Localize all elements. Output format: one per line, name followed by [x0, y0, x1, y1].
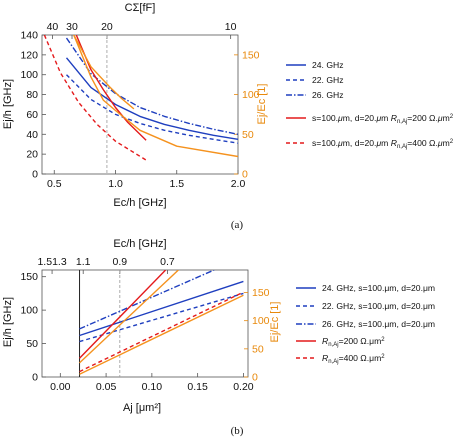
panel-b-series-line: [79, 294, 244, 375]
panel-b-series-line: [79, 292, 244, 343]
panel-b-x-tick-label: 0.05: [96, 381, 117, 393]
legend-a-label: s=100.μm, d=20.μm Rn,Aj=400 Ω.μm2: [312, 138, 454, 150]
panel-a-x2-tick-label: 40: [47, 21, 59, 33]
panel-b-x2-tick-label: 1.1: [76, 256, 91, 268]
panel-a-y2-axis-label: Ej/Ec [1]: [256, 84, 268, 125]
legend-a-item-r200: s=100.μm, d=20.μm Rn,Aj=200 Ω.μm2: [286, 113, 454, 125]
legend-b-item-22ghz: 22. GHz, s=100.μm, d=20.μm: [296, 301, 435, 311]
panel-b-y-axis-label: Ej/h [GHz]: [2, 297, 14, 347]
panel-a-y2-tick-label: 100: [242, 89, 260, 101]
panel-b-x-tick-label: 0.00: [50, 381, 71, 393]
panel-a: 0.5 1.0 1.5 2.040 30 20 1002040608010012014005…: [2, 2, 454, 231]
panel-a-legend: 24. GHz 22. GHz 26. GHz s=100.μm, d=20.μ…: [286, 60, 454, 150]
panel-a-series-line: [73, 35, 238, 158]
panel-a-y-tick-label: 120: [20, 49, 38, 61]
panel-a-y2-tick-label: 150: [242, 49, 260, 61]
panel-b-x-axis-label: Aj [μm²]: [123, 402, 161, 414]
legend-b-label: Rn,Aj=400 Ω.μm2: [322, 353, 385, 365]
panel-a-series-line: [43, 35, 147, 161]
panel-a-x2-tick-label: 10: [225, 21, 237, 33]
panel-b-y2-axis-label: Ej/Ec [1]: [269, 302, 281, 343]
panel-a-y-tick-label: 140: [20, 30, 38, 42]
legend-a-item-22ghz: 22. GHz: [286, 75, 344, 85]
legend-b-label: 26. GHz, s=100.μm, d=20.μm: [322, 319, 435, 329]
panel-b-ticks: 0.00 0.05 0.10 0.15 0.20 1.51.3 1.1 0.9 0.7 0 50 10…: [20, 256, 269, 393]
legend-b-item-r200: Rn,Aj=200 Ω.μm2: [296, 336, 385, 348]
panel-a-series-line: [73, 35, 135, 110]
legend-a-label: s=100.μm, d=20.μm Rn,Aj=200 Ω.μm2: [312, 113, 454, 125]
panel-b-x2-tick-label: 0.7: [160, 256, 175, 268]
panel-a-series: [43, 35, 238, 174]
legend-a-item-24ghz: 24. GHz: [286, 60, 344, 70]
panel-a-ticks: 0.5 1.0 1.5 2.040 30 20 1002040608010012014005…: [20, 21, 259, 190]
panel-b-x2-tick-label: 0.9: [113, 256, 128, 268]
panel-b-y-tick-label: 150: [20, 271, 38, 283]
panel-b-y-tick-label: 0: [32, 372, 38, 384]
panel-b-caption: (b): [231, 425, 244, 437]
panel-b-plot-frame: [41, 269, 249, 378]
panel-a-y-tick-label: 80: [26, 89, 38, 101]
panel-a-x-tick-label: 1.0: [108, 178, 123, 190]
panel-a-x-axis-label: Ec/h [GHz]: [113, 197, 166, 209]
legend-b-item-26ghz: 26. GHz, s=100.μm, d=20.μm: [296, 319, 435, 329]
legend-a-item-26ghz: 26. GHz: [286, 90, 344, 100]
panel-b-series-line: [79, 280, 244, 337]
panel-a-top-axis-label: CΣ[fF]: [125, 2, 156, 14]
panel-a-y-tick-label: 0: [32, 169, 38, 181]
legend-b-label: 22. GHz, s=100.μm, d=20.μm: [322, 301, 435, 311]
panel-b-x-tick-label: 0.15: [187, 381, 208, 393]
legend-b-item-24ghz: 24. GHz, s=100.μm, d=20.μm: [296, 283, 435, 293]
legend-a-label: 26. GHz: [312, 90, 344, 100]
legend-a-item-r400: s=100.μm, d=20.μm Rn,Aj=400 Ω.μm2: [286, 138, 454, 150]
panel-b-y2-tick-label: 100: [252, 315, 270, 327]
panel-a-series-line: [75, 35, 147, 141]
panel-a-x2-tick-label: 20: [101, 21, 113, 33]
panel-b-y-tick-label: 50: [26, 338, 38, 350]
legend-b-label: Rn,Aj=200 Ω.μm2: [322, 336, 385, 348]
panel-a-y-tick-label: 100: [20, 69, 38, 81]
panel-b-y2-tick-label: 50: [252, 343, 264, 355]
panel-a-series-line: [65, 57, 238, 140]
panel-b-top-axis-label: Ec/h [GHz]: [113, 238, 166, 250]
panel-a-y2-tick-label: 50: [242, 129, 254, 141]
panel-b-legend: 24. GHz, s=100.μm, d=20.μm 22. GHz, s=10…: [296, 283, 435, 365]
panel-b-x-tick-label: 0.20: [233, 381, 254, 393]
panel-a-x2-tick-label: 30: [66, 21, 78, 33]
panel-b-x-tick-label: 0.10: [142, 381, 163, 393]
panel-a-series-line: [66, 74, 238, 144]
panel-a-x-tick-label: 0.5: [47, 178, 62, 190]
legend-a-label: 22. GHz: [312, 75, 344, 85]
panel-b-y2-tick-label: 150: [252, 287, 270, 299]
panel-b-series-line: [79, 270, 179, 364]
panel-b-series-line: [79, 291, 244, 373]
panel-a-caption: (a): [231, 219, 244, 231]
legend-b-label: 24. GHz, s=100.μm, d=20.μm: [322, 283, 435, 293]
panel-b-y2-tick-label: 0: [252, 372, 258, 384]
panel-b: 0.00 0.05 0.10 0.15 0.20 1.51.3 1.1 0.9 0.7 0 50 10…: [2, 238, 435, 437]
panel-a-plot-frame: [41, 34, 239, 175]
panel-b-x2-tick-label: 1.51.3: [37, 256, 66, 268]
panel-b-series-line: [78, 270, 167, 359]
panel-a-y-tick-label: 20: [26, 149, 38, 161]
legend-a-label: 24. GHz: [312, 60, 344, 70]
panel-a-x-tick-label: 2.0: [231, 178, 246, 190]
panel-b-series: [78, 270, 244, 377]
panel-b-y-tick-label: 100: [20, 305, 38, 317]
panel-a-y-axis-label: Ej/h [GHz]: [2, 79, 14, 129]
panel-a-y2-tick-label: 0: [242, 169, 248, 181]
panel-a-x-tick-label: 1.5: [169, 178, 184, 190]
legend-b-item-r400: Rn,Aj=400 Ω.μm2: [296, 353, 385, 365]
panel-a-y-tick-label: 60: [26, 109, 38, 121]
panel-a-y-tick-label: 40: [26, 129, 38, 141]
